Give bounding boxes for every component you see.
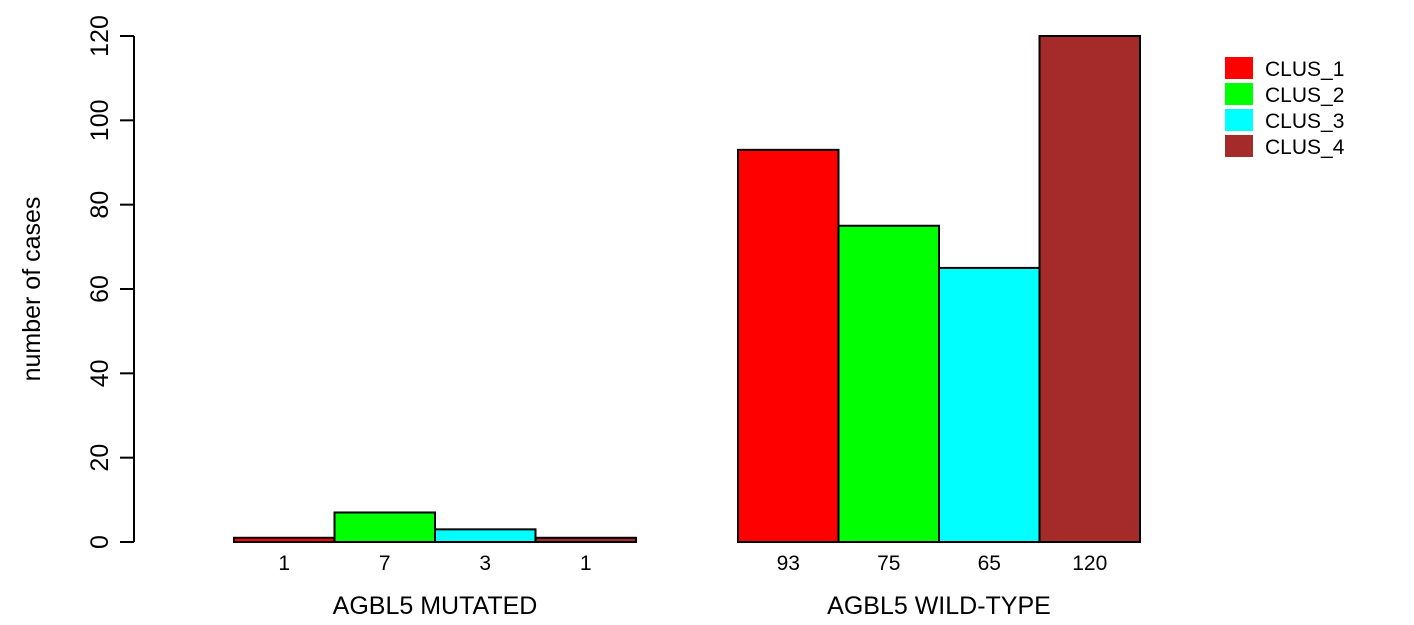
y-axis: 0 20 40 60 80 100 120 bbox=[86, 15, 135, 549]
y-tick-label: 100 bbox=[86, 99, 114, 141]
bar-clus-2-wild-type bbox=[837, 224, 940, 543]
y-tick-label: 120 bbox=[86, 15, 114, 57]
y-tick-label: 40 bbox=[86, 359, 114, 387]
bar-count-label: 7 bbox=[379, 552, 391, 575]
y-tick-label: 80 bbox=[86, 191, 114, 219]
bar-count-label: 120 bbox=[1072, 552, 1107, 575]
category-label: AGBL5 WILD-TYPE bbox=[827, 592, 1051, 620]
y-tick-label: 0 bbox=[86, 535, 114, 549]
bar-clus-4-mutated bbox=[534, 536, 637, 543]
bars bbox=[233, 35, 1141, 544]
legend-label: CLUS_2 bbox=[1265, 84, 1344, 107]
bar-count-label: 1 bbox=[278, 552, 290, 575]
bar-clus-3-mutated bbox=[434, 528, 537, 543]
legend-label: CLUS_1 bbox=[1265, 58, 1344, 81]
bar-count-label: 93 bbox=[777, 552, 800, 575]
legend-swatch bbox=[1225, 135, 1253, 157]
bar-count-label: 65 bbox=[978, 552, 1001, 575]
bar-count-label: 1 bbox=[580, 552, 592, 575]
bar-clus-1-mutated bbox=[233, 536, 336, 543]
bar-count-label: 75 bbox=[877, 552, 900, 575]
category-label: AGBL5 MUTATED bbox=[333, 592, 538, 620]
bar-clus-1-wild-type bbox=[737, 148, 840, 543]
y-axis-title: number of cases bbox=[18, 197, 46, 382]
legend-label: CLUS_3 bbox=[1265, 110, 1344, 133]
bar-clus-4-wild-type bbox=[1038, 35, 1141, 543]
y-tick-label: 60 bbox=[86, 275, 114, 303]
legend-swatch bbox=[1225, 57, 1253, 79]
legend-swatch bbox=[1225, 83, 1253, 105]
bar-count-labels: 1 7 3 1 93 75 65 120 bbox=[278, 552, 1107, 575]
category-labels: AGBL5 MUTATED AGBL5 WILD-TYPE bbox=[333, 592, 1051, 620]
bar-count-label: 3 bbox=[479, 552, 491, 575]
legend-swatch bbox=[1225, 109, 1253, 131]
legend-label: CLUS_4 bbox=[1265, 136, 1345, 159]
y-tick-label: 20 bbox=[86, 444, 114, 472]
legend: CLUS_1 CLUS_2 CLUS_3 CLUS_4 bbox=[1225, 57, 1345, 159]
bar-clus-2-mutated bbox=[333, 511, 436, 544]
bar-clus-3-wild-type bbox=[938, 266, 1041, 543]
